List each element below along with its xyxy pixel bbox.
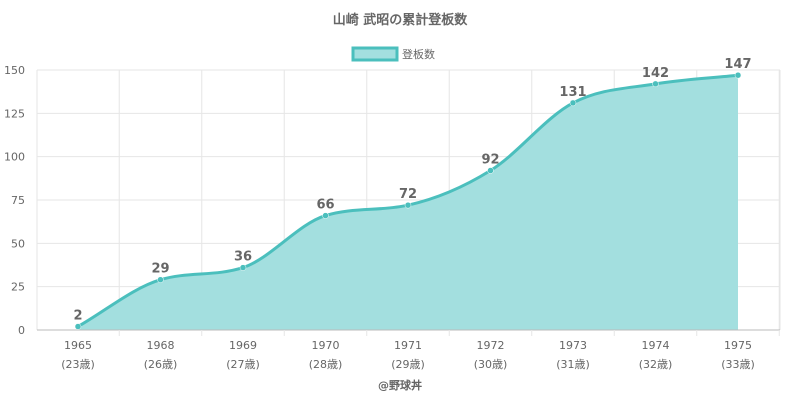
data-point — [569, 99, 577, 107]
data-point — [74, 323, 82, 330]
axes: 0 25 50 75 100 125 150 1965 (23歳) 1968 (26歳) 1969 (2… — [4, 64, 780, 371]
x-tick-label: 1971 — [394, 339, 422, 352]
data-point — [404, 201, 412, 209]
y-tick-label: 25 — [11, 281, 25, 294]
y-tick-label: 0 — [18, 324, 25, 337]
data-point — [322, 212, 329, 219]
legend-label: 登板数 — [402, 47, 435, 61]
data-label: 36 — [234, 250, 252, 265]
x-tick-sublabel: (30歳) — [474, 358, 508, 371]
data-label: 72 — [399, 187, 417, 202]
data-point — [157, 276, 164, 283]
x-tick-sublabel: (26歳) — [144, 358, 178, 371]
data-label: 147 — [724, 57, 751, 72]
x-tick-label: 1968 — [147, 339, 175, 352]
data-labels: 2 29 36 66 72 92 131 142 147 — [73, 57, 751, 323]
x-tick-label: 1973 — [559, 339, 587, 352]
data-point — [239, 264, 247, 271]
x-tick-label: 1975 — [724, 339, 752, 352]
x-tick-sublabel: (27歳) — [226, 358, 260, 371]
x-tick-label: 1970 — [312, 339, 340, 352]
footer-credit: @野球丼 — [378, 378, 422, 392]
y-tick-label: 50 — [11, 237, 25, 250]
legend-swatch — [351, 46, 399, 62]
data-point — [734, 71, 742, 79]
x-tick-sublabel: (33歳) — [721, 358, 755, 371]
x-tick-sublabel: (28歳) — [309, 358, 343, 371]
y-tick-label: 75 — [11, 194, 25, 207]
x-tick-sublabel: (32歳) — [639, 358, 673, 371]
area-fill — [78, 75, 738, 330]
data-label: 66 — [316, 198, 334, 213]
y-tick-label: 150 — [4, 64, 25, 77]
legend[interactable]: 登板数 — [351, 46, 435, 62]
x-tick-sublabel: (31歳) — [556, 358, 590, 371]
x-tick-sublabel: (23歳) — [61, 358, 95, 371]
data-label: 29 — [151, 262, 169, 277]
x-tick-label: 1969 — [229, 339, 257, 352]
data-label: 131 — [559, 85, 586, 100]
x-tick-label: 1972 — [477, 339, 505, 352]
data-points — [74, 71, 742, 330]
data-label: 92 — [481, 153, 499, 168]
data-label: 142 — [642, 66, 669, 81]
x-tick-sublabel: (29歳) — [391, 358, 425, 371]
data-label: 2 — [73, 309, 82, 324]
x-tick-label: 1965 — [64, 339, 92, 352]
chart-title: 山崎 武昭の累計登板数 — [333, 12, 469, 28]
x-tick-label: 1974 — [642, 339, 670, 352]
y-tick-label: 125 — [4, 107, 25, 120]
data-point — [652, 80, 659, 88]
y-tick-label: 100 — [4, 151, 25, 164]
data-point — [487, 167, 494, 174]
